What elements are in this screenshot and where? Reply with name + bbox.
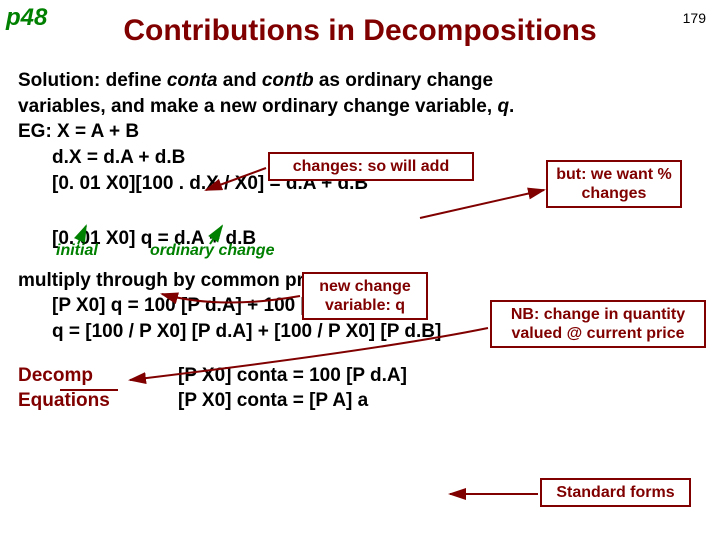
box-changes: changes: so will add [268, 152, 474, 181]
line-6: [0. 01 X0] q = d.A + d.B [18, 226, 702, 252]
t: as ordinary change [314, 70, 494, 91]
t: conta [167, 70, 218, 91]
slide-title: Contributions in Decompositions [0, 14, 720, 48]
decomp-label-2: Equations [18, 388, 178, 414]
line-1: Solution: define conta and contb as ordi… [18, 68, 702, 94]
t: and [218, 70, 262, 91]
t: q [497, 96, 509, 117]
t: variables, and make a new ordinary chang… [18, 96, 497, 117]
t: . [509, 96, 514, 117]
ann-ordinary: ordinary change [150, 242, 274, 260]
t: Solution: define [18, 70, 167, 91]
line-3: EG: X = A + B [18, 119, 702, 145]
decomp-label-1: Decomp [18, 363, 178, 389]
box-but: but: we want % changes [546, 160, 682, 208]
line-2: variables, and make a new ordinary chang… [18, 94, 702, 120]
decomp-eq-2: [P X0] conta = [P A] a [178, 388, 407, 414]
box-nb: NB: change in quantity valued @ current … [490, 300, 706, 348]
t: contb [262, 70, 314, 91]
body-text: Solution: define conta and contb as ordi… [18, 68, 702, 414]
box-std: Standard forms [540, 478, 691, 507]
box-newvar: new change variable: q [302, 272, 428, 320]
ann-initial: initial [56, 242, 98, 260]
decomp-eq-1: [P X0] conta = 100 [P d.A] [178, 363, 407, 389]
